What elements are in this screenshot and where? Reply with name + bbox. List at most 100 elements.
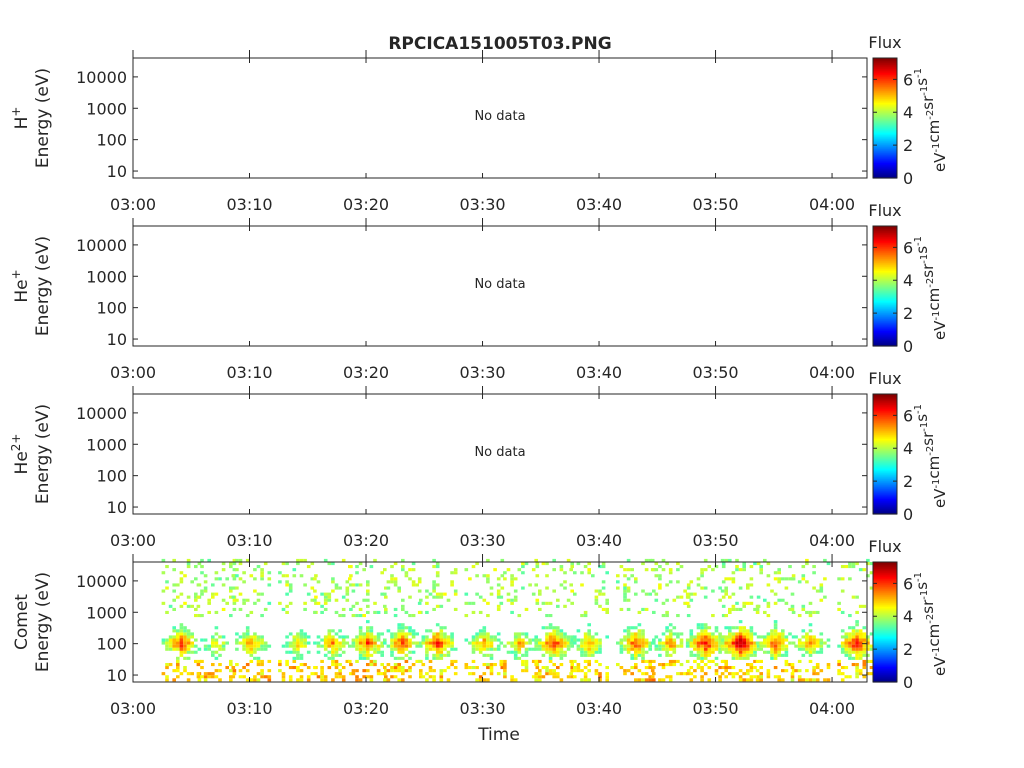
heatmap-cell: [819, 647, 824, 651]
heatmap-cell: [334, 638, 339, 642]
heatmap-cell: [538, 644, 542, 648]
heatmap-cell: [665, 647, 669, 651]
heatmap-cell: [788, 632, 792, 636]
heatmap-cell: [766, 562, 771, 566]
heatmap-cell: [703, 632, 708, 636]
heatmap-cell: [801, 653, 806, 657]
colorbar-swatch: [873, 580, 897, 583]
heatmap-cell: [580, 638, 584, 642]
heatmap-cell: [362, 568, 366, 572]
heatmap-cell: [812, 650, 816, 654]
heatmap-cell: [415, 641, 419, 645]
heatmap-cell: [623, 583, 627, 587]
heatmap-cell: [718, 675, 722, 679]
heatmap-cell: [676, 562, 680, 566]
heatmap-cell: [641, 638, 645, 642]
heatmap-cell: [749, 595, 754, 599]
heatmap-cell: [489, 663, 494, 667]
colorbar-swatch: [873, 338, 897, 341]
heatmap-cell: [176, 647, 180, 651]
heatmap-cell: [570, 644, 574, 648]
heatmap-cell: [435, 632, 440, 636]
x-tick-label: 03:30: [459, 363, 505, 382]
colorbar-swatch: [873, 268, 897, 271]
heatmap-cell: [486, 644, 490, 648]
heatmap-cell: [404, 626, 409, 630]
heatmap-cell: [746, 644, 750, 648]
heatmap-cell: [689, 632, 694, 636]
heatmap-cell: [299, 663, 304, 667]
heatmap-cell: [168, 641, 173, 645]
heatmap-cell: [598, 663, 602, 667]
heatmap-cell: [851, 644, 856, 648]
heatmap-cell: [263, 675, 268, 679]
heatmap-cell: [686, 586, 691, 590]
heatmap-cell: [366, 589, 370, 593]
heatmap-cell: [552, 568, 556, 572]
heatmap-cell: [401, 672, 405, 676]
heatmap-cell: [528, 647, 532, 651]
heatmap-cell: [443, 644, 447, 648]
heatmap-cell: [738, 644, 743, 648]
heatmap-cell: [260, 644, 264, 648]
heatmap-cell: [323, 653, 328, 657]
heatmap-cell: [665, 650, 669, 654]
heatmap-cell: [623, 595, 627, 599]
heatmap-cell: [534, 641, 538, 645]
heatmap-cell: [756, 675, 761, 679]
heatmap-cell: [721, 565, 726, 569]
colorbar-swatch: [873, 146, 897, 149]
heatmap-cell: [598, 604, 602, 608]
heatmap-cell: [563, 644, 567, 648]
heatmap-cell: [648, 678, 652, 682]
heatmap-cell: [362, 614, 366, 618]
heatmap-cell: [858, 632, 863, 636]
heatmap-cell: [538, 638, 542, 642]
heatmap-cell: [362, 669, 366, 673]
heatmap-cell: [808, 659, 813, 663]
heatmap-cell: [306, 635, 311, 639]
heatmap-cell: [179, 604, 184, 608]
heatmap-cell: [203, 672, 208, 676]
heatmap-cell: [242, 644, 246, 648]
heatmap-cell: [679, 595, 684, 599]
heatmap-cell: [506, 568, 511, 572]
colorbar-swatch: [873, 330, 897, 333]
heatmap-cell: [253, 647, 257, 651]
colorbar-title: Flux: [868, 201, 901, 220]
heatmap-cell: [665, 644, 669, 648]
heatmap-cell: [310, 598, 315, 602]
heatmap-cell: [478, 644, 483, 648]
heatmap-cell: [648, 666, 652, 670]
heatmap-cell: [401, 666, 405, 670]
heatmap-cell: [443, 647, 447, 651]
heatmap-cell: [285, 583, 289, 587]
heatmap-cell: [183, 669, 187, 673]
heatmap-cell: [545, 650, 549, 654]
heatmap-cell: [848, 565, 852, 569]
heatmap-cell: [545, 672, 549, 676]
heatmap-cell: [869, 644, 874, 648]
heatmap-cell: [214, 626, 219, 630]
heatmap-cell: [869, 672, 874, 676]
colorbar-swatch: [873, 234, 897, 237]
heatmap-cell: [186, 647, 191, 651]
x-tick-label: 03:20: [343, 531, 389, 550]
heatmap-cell: [866, 672, 870, 676]
heatmap-cell: [759, 641, 763, 645]
colorbar-swatch: [873, 672, 897, 675]
x-tick-label: 03:00: [110, 195, 156, 214]
heatmap-cell: [393, 675, 398, 679]
heatmap-cell: [652, 659, 656, 663]
heatmap-cell: [650, 558, 655, 562]
heatmap-cell: [840, 577, 845, 581]
colorbar-swatch: [873, 600, 897, 603]
y-axis-label: Energy (eV): [33, 404, 53, 504]
heatmap-cell: [866, 647, 870, 651]
heatmap-cell: [703, 595, 708, 599]
y-tick-label: 1000: [86, 267, 127, 286]
heatmap-cell: [848, 577, 852, 581]
heatmap-cell: [848, 644, 852, 648]
heatmap-cell: [390, 653, 394, 657]
heatmap-cell: [777, 598, 781, 602]
